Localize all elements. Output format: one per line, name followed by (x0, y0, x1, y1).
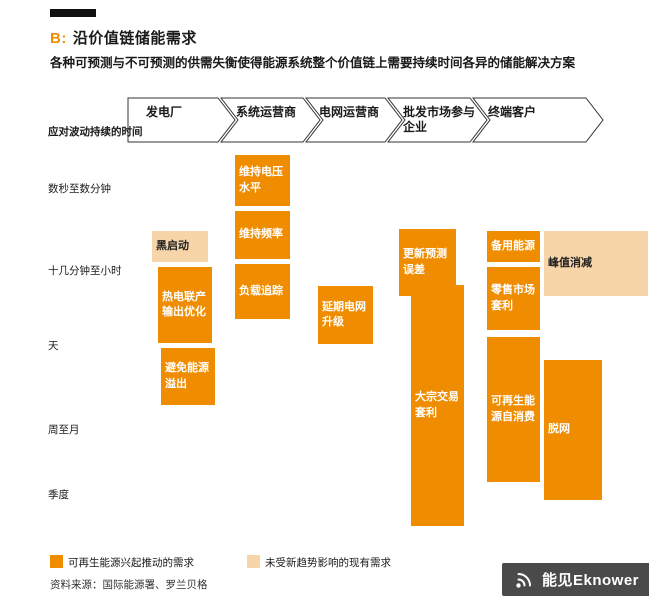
arrow-system-operator (219, 97, 321, 143)
column-header-end-customer: 终端客户 (488, 105, 537, 119)
row-label-days: 天 (48, 340, 59, 352)
block-retail-market-arbitrage: 零售市场套利 (487, 267, 540, 330)
block-defer-grid-upgrade: 延期电网升级 (318, 286, 373, 344)
arrow-power-plant (127, 97, 236, 143)
accent-bar (50, 9, 96, 17)
block-off-grid: 脱网 (544, 360, 602, 500)
legend-swatch-renewable-driven (50, 555, 63, 568)
row-label-minutes-to-hours: 十几分钟至小时 (48, 265, 122, 277)
arrow-end-customer (471, 97, 604, 143)
block-peak-shaving: 峰值消减 (544, 231, 648, 296)
block-forecast-error-update: 更新预测误差 (399, 229, 456, 296)
row-label-weeks-to-months: 周至月 (48, 424, 80, 436)
source-note: 资料来源：国际能源署、罗兰贝格 (50, 579, 208, 591)
figure-subtitle: 各种可预测与不可预测的供需失衡使得能源系统整个价值链上需要持续时间各异的储能解决… (50, 56, 576, 70)
legend-swatch-existing-demand (247, 555, 260, 568)
broadcast-icon (516, 572, 531, 588)
column-header-wholesale-market: 批发市场参与企业 (403, 105, 476, 134)
block-avoid-energy-spillage: 避免能源溢出 (161, 348, 215, 405)
block-maintain-frequency: 维持频率 (235, 211, 290, 259)
publisher-name: 能见Eknower (542, 572, 640, 589)
block-renewable-self-consumption: 可再生能源自消费 (487, 337, 540, 482)
arrow-grid-operator (304, 97, 403, 143)
legend-label-existing-demand: 未受新趋势影响的现有需求 (265, 557, 391, 569)
row-label-quarters: 季度 (48, 489, 69, 501)
duration-axis-label: 应对波动持续的时间 (48, 126, 143, 138)
column-header-power-plant: 发电厂 (146, 105, 183, 119)
legend-label-renewable-driven: 可再生能源兴起推动的需求 (68, 557, 194, 569)
figure-title-prefix: B: (50, 30, 67, 47)
column-header-grid-operator: 电网运营商 (319, 105, 380, 119)
block-load-following: 负载追踪 (235, 264, 290, 319)
publisher-watermark: 能见Eknower (502, 563, 649, 596)
figure-title: B: 沿价值链储能需求 (50, 27, 197, 48)
block-bulk-trading-arbitrage: 大宗交易套利 (411, 285, 464, 526)
row-label-seconds-to-minutes: 数秒至数分钟 (48, 183, 111, 195)
figure-title-text: 沿价值链储能需求 (72, 30, 197, 47)
block-maintain-voltage: 维持电压水平 (235, 155, 290, 206)
column-header-system-operator: 系统运营商 (236, 105, 297, 119)
block-black-start: 黑启动 (152, 231, 208, 262)
block-backup-energy: 备用能源 (487, 231, 540, 262)
arrow-wholesale-market (386, 97, 488, 143)
value-chain-arrows (127, 97, 604, 143)
block-chp-output-optimization: 热电联产输出优化 (158, 267, 212, 343)
